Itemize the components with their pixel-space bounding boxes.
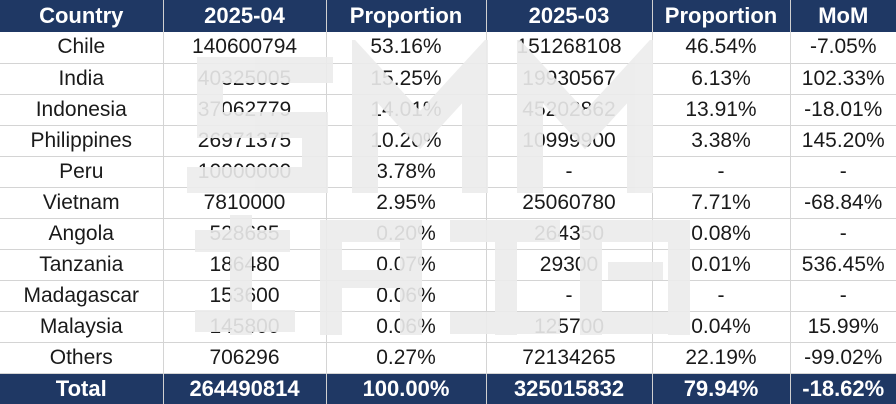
table-row: Vietnam 7810000 2.95% 25060780 7.71% -68.84% [0,187,896,219]
header-row: Country 2025-04 Proportion 2025-03 Propo… [0,0,896,32]
cell-mom: - [790,156,896,188]
cell-2025-04: 706296 [163,342,327,374]
cell-country: Indonesia [0,94,164,126]
cell-proportion-03: 7.71% [652,187,791,219]
total-label: Total [0,373,164,404]
cell-2025-04: 145800 [163,311,327,343]
cell-proportion-03: 3.38% [652,125,791,157]
cell-country: Angola [0,218,164,250]
cell-2025-03: 25060780 [486,187,653,219]
table-row: Others 706296 0.27% 72134265 22.19% -99.02% [0,342,896,374]
header-2025-04: 2025-04 [163,0,327,32]
cell-2025-03: - [486,280,653,312]
total-row: Total 264490814 100.00% 325015832 79.94%… [0,373,896,404]
cell-proportion-03: - [652,156,791,188]
cell-2025-04: 186480 [163,249,327,281]
cell-2025-04: 140600794 [163,32,327,64]
table-row: Madagascar 153600 0.06% - - - [0,280,896,312]
cell-country: Others [0,342,164,374]
cell-2025-03: 45202862 [486,94,653,126]
cell-proportion-03: 46.54% [652,32,791,64]
table-footer: Total 264490814 100.00% 325015832 79.94%… [0,373,896,404]
cell-country: Chile [0,32,164,64]
cell-mom: -7.05% [790,32,896,64]
cell-2025-03: 264350 [486,218,653,250]
cell-proportion-04: 14.01% [326,94,487,126]
table-row: Philippines 26971375 10.20% 10999900 3.38% 14… [0,125,896,157]
total-2025-04: 264490814 [163,373,327,404]
cell-country: Tanzania [0,249,164,281]
cell-mom: 102.33% [790,63,896,95]
table-row: Angola 528685 0.20% 264350 0.08% - [0,218,896,250]
table-row: Peru 10000000 3.78% - - - [0,156,896,188]
cell-2025-03: 72134265 [486,342,653,374]
cell-mom: 536.45% [790,249,896,281]
total-proportion-04: 100.00% [326,373,487,404]
cell-2025-04: 7810000 [163,187,327,219]
cell-country: Madagascar [0,280,164,312]
header-proportion-03: Proportion [652,0,791,32]
cell-proportion-03: 0.01% [652,249,791,281]
cell-proportion-04: 0.27% [326,342,487,374]
cell-proportion-03: 13.91% [652,94,791,126]
cell-2025-04: 528685 [163,218,327,250]
cell-proportion-03: 0.08% [652,218,791,250]
table-header: Country 2025-04 Proportion 2025-03 Propo… [0,0,896,32]
cell-country: India [0,63,164,95]
cell-2025-03: 151268108 [486,32,653,64]
cell-proportion-04: 2.95% [326,187,487,219]
cell-country: Malaysia [0,311,164,343]
cell-proportion-04: 0.06% [326,311,487,343]
cell-mom: -18.01% [790,94,896,126]
cell-2025-04: 40325005 [163,63,327,95]
table-row: Chile 140600794 53.16% 151268108 46.54% -7.05… [0,32,896,64]
cell-mom: -99.02% [790,342,896,374]
header-country: Country [0,0,164,32]
cell-mom: - [790,218,896,250]
cell-proportion-04: 10.20% [326,125,487,157]
cell-2025-03: 125700 [486,311,653,343]
header-proportion-04: Proportion [326,0,487,32]
cell-proportion-04: 0.07% [326,249,487,281]
table-row: Indonesia 37062779 14.01% 45202862 13.91% -18… [0,94,896,126]
cell-proportion-04: 53.16% [326,32,487,64]
cell-mom: -68.84% [790,187,896,219]
header-2025-03: 2025-03 [486,0,653,32]
table-body: Chile 140600794 53.16% 151268108 46.54% -7.05… [0,32,896,374]
cell-country: Peru [0,156,164,188]
cell-mom: 145.20% [790,125,896,157]
cell-proportion-03: 6.13% [652,63,791,95]
cell-2025-04: 153600 [163,280,327,312]
header-mom: MoM [790,0,896,32]
cell-2025-04: 10000000 [163,156,327,188]
cell-mom: 15.99% [790,311,896,343]
cell-country: Vietnam [0,187,164,219]
total-mom: -18.62% [790,373,896,404]
total-2025-03: 325015832 [486,373,653,404]
cell-proportion-04: 0.06% [326,280,487,312]
table-row: India 40325005 15.25% 19930567 6.13% 102.33% [0,63,896,95]
table-row: Tanzania 186480 0.07% 29300 0.01% 536.45% [0,249,896,281]
cell-proportion-04: 0.20% [326,218,487,250]
total-proportion-03: 79.94% [652,373,791,404]
cell-2025-03: 29300 [486,249,653,281]
table-row: Malaysia 145800 0.06% 125700 0.04% 15.99% [0,311,896,343]
cell-2025-03: 10999900 [486,125,653,157]
cell-proportion-04: 15.25% [326,63,487,95]
cell-2025-04: 37062779 [163,94,327,126]
cell-proportion-03: 0.04% [652,311,791,343]
cell-proportion-03: 22.19% [652,342,791,374]
cell-2025-03: 19930567 [486,63,653,95]
cell-proportion-03: - [652,280,791,312]
cell-country: Philippines [0,125,164,157]
cell-2025-04: 26971375 [163,125,327,157]
cell-mom: - [790,280,896,312]
cell-2025-03: - [486,156,653,188]
cell-proportion-04: 3.78% [326,156,487,188]
